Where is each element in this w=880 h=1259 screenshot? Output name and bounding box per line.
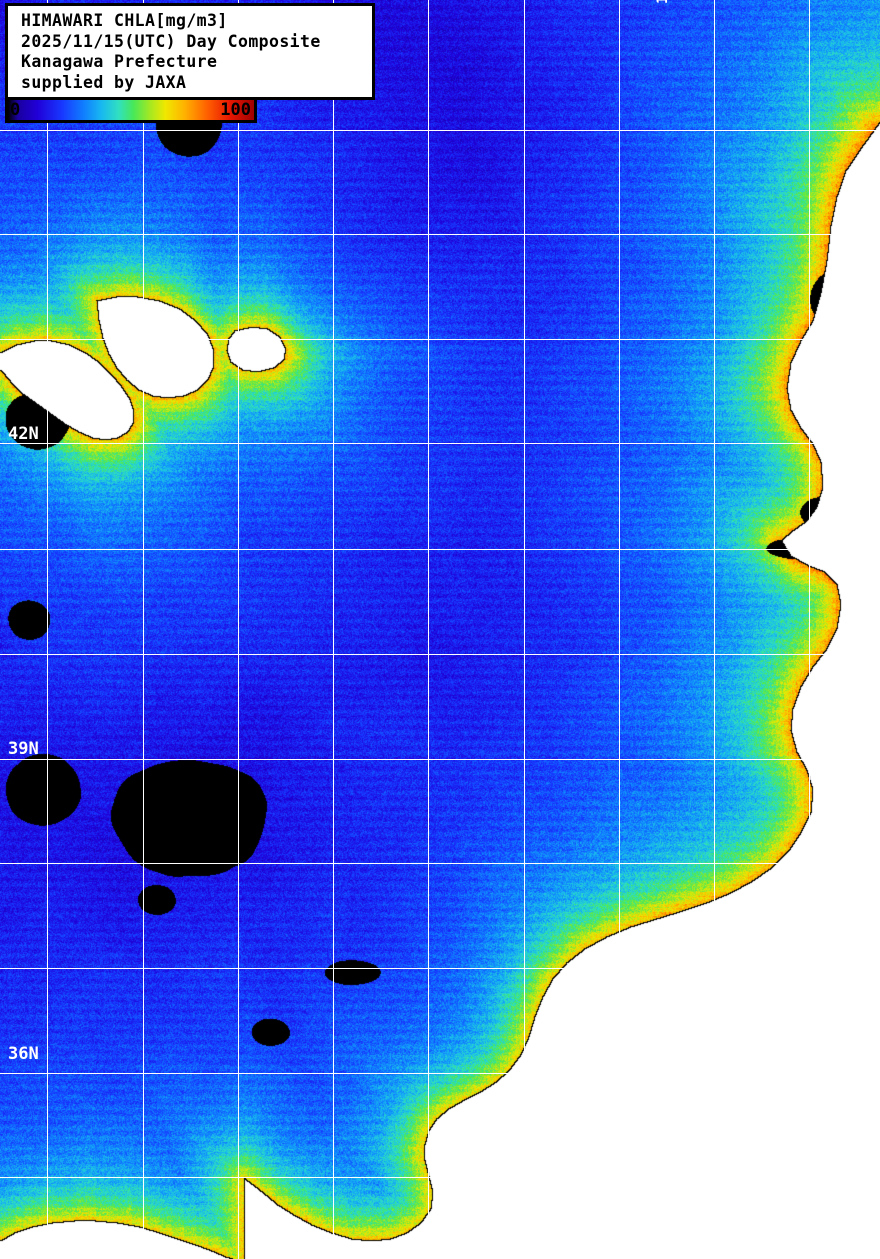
colorbar-gradient <box>8 100 254 120</box>
title-line-product: HIMAWARI CHLA[mg/m3] <box>21 11 228 30</box>
title-line-date: 2025/11/15(UTC) Day Composite <box>21 31 321 51</box>
colorbar: 0 100 <box>5 97 257 123</box>
colorbar-max-label: 100 <box>220 100 251 120</box>
colorbar-min-label: 0 <box>10 100 21 120</box>
title-line-source: supplied by JAXA <box>21 72 187 92</box>
title-line-region: Kanagawa Prefecture <box>21 52 218 71</box>
title-box: HIMAWARI CHLA[mg/m3] 2025/11/15(UTC) Day… <box>5 3 375 100</box>
